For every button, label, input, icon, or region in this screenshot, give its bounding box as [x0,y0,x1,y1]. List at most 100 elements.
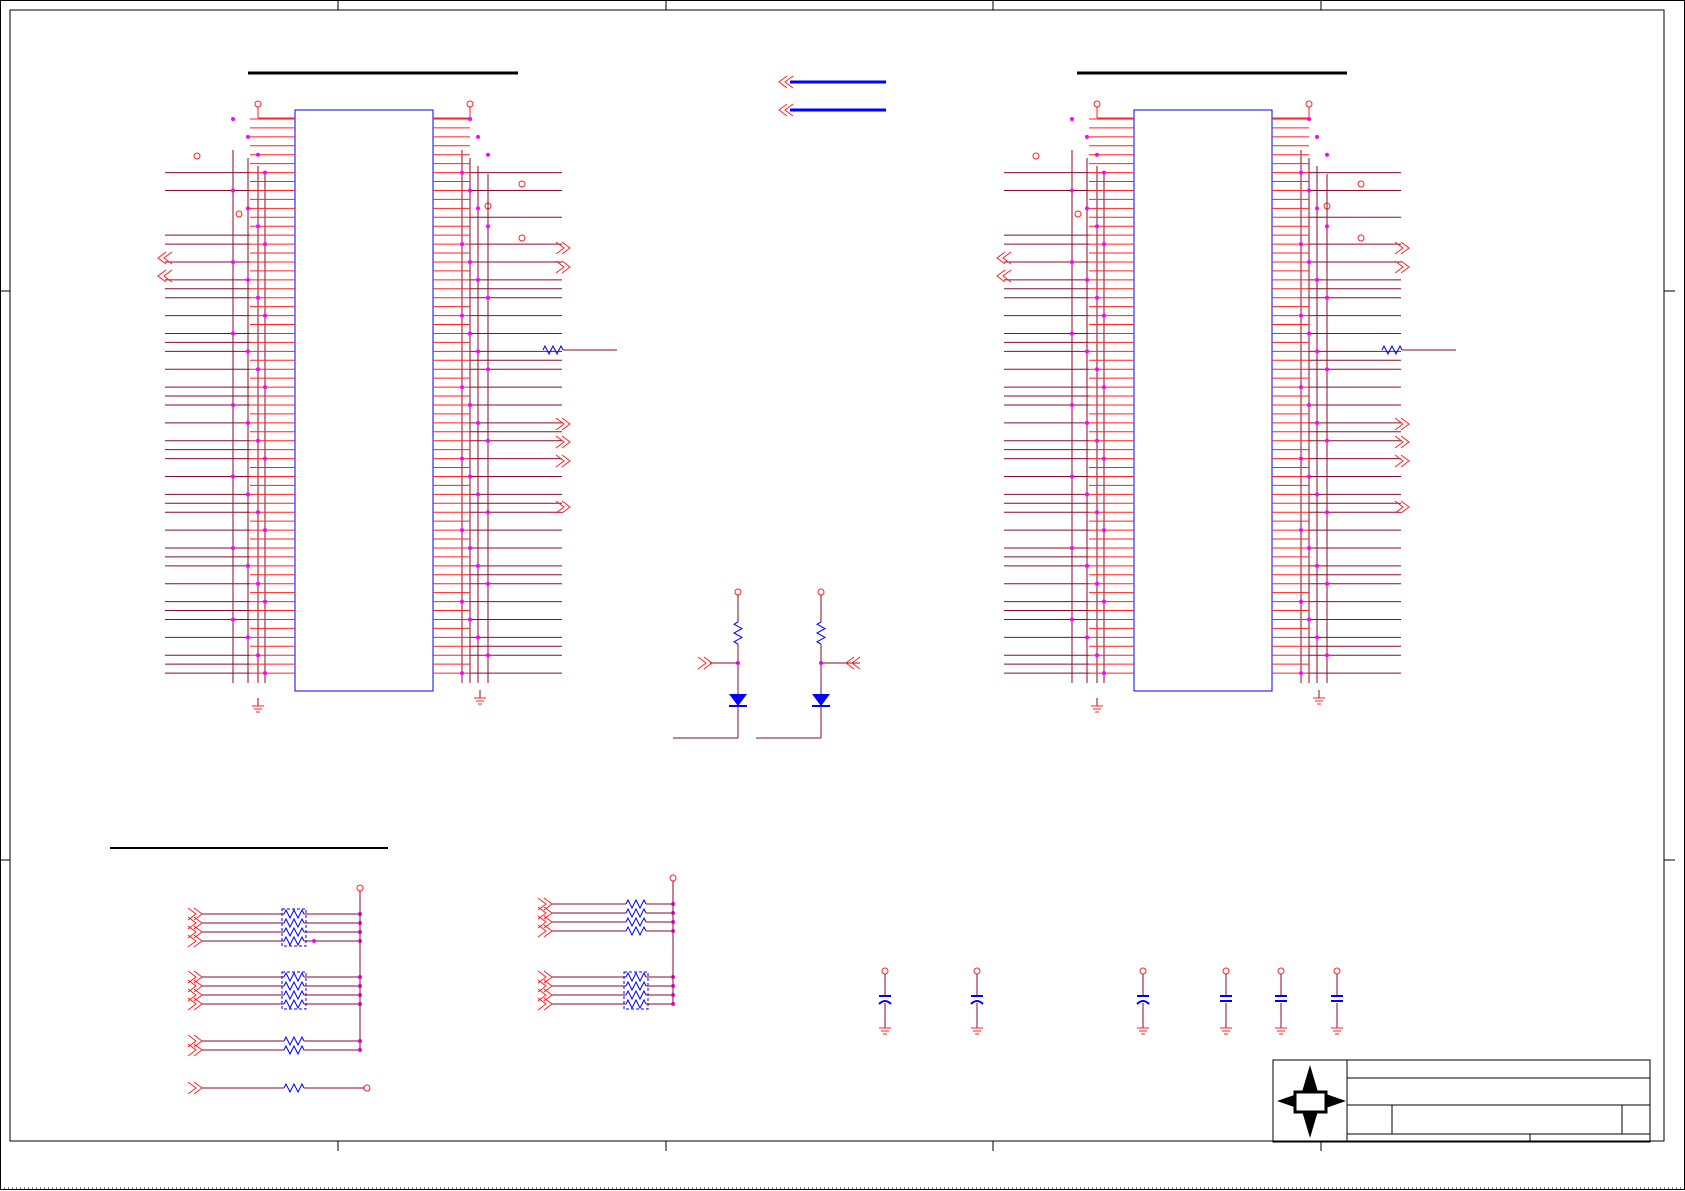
junction-dot [1085,420,1089,425]
resistor-icon [283,971,305,983]
junction-dot [1307,545,1311,550]
junction-dot [246,492,250,497]
junction-dot [1095,152,1099,157]
junction-dot [476,206,480,211]
capacitor-icon [1220,967,1232,1035]
junction-dot [263,456,267,461]
power-rail-icon [881,967,889,975]
power-rail-icon [1074,210,1082,218]
junction-dot [460,671,464,676]
junction-dot [486,152,490,157]
ground-icon [1275,1020,1287,1035]
junction-dot [476,420,480,425]
led-indicator [756,588,861,739]
capacitor-icon [970,967,984,1035]
resistor-icon [815,621,827,645]
resistor-icon [283,926,305,938]
junction-dot [460,242,464,247]
resistor-icon [1381,344,1403,356]
junction-dot [476,134,480,139]
resistor-icon [625,989,647,1001]
junction-dot [1325,152,1329,157]
junction-dot [486,295,490,300]
resistor-icon [283,1082,305,1094]
junction-dot [486,653,490,658]
junction-dot [1315,492,1319,497]
junction-dot [1095,653,1099,658]
capacitor-icon [878,967,892,1035]
power-rail-icon [1357,180,1365,188]
connector-left-arrow-icon [157,269,173,283]
frame-zone-ticks [0,0,1675,1151]
power-rail-icon [1139,967,1147,975]
junction-dot [476,635,480,640]
junction-dot [460,313,464,318]
connector-right-arrow-icon [555,260,571,274]
junction-dot [263,242,267,247]
led-icon [729,694,747,706]
junction-dot [1102,671,1106,676]
junction-dot [256,438,260,443]
ground-icon [1091,698,1103,713]
junction-dot [263,313,267,318]
junction-dot [1325,653,1329,658]
resistor-icon [283,1044,305,1056]
power-rail-icon [466,100,474,108]
junction-dot [1325,295,1329,300]
junction-dot [1102,313,1106,318]
power-rail-icon [817,588,825,596]
resistor-icon [625,980,647,992]
junction-dot [1095,581,1099,586]
junction-dot [256,653,260,658]
connector-right-arrow-icon [555,241,571,255]
junction-dot [468,331,472,336]
connector-left-arrow-icon [845,656,861,670]
power-rail-icon [1305,100,1313,108]
junction-dot [1095,510,1099,515]
junction-dot [468,474,472,479]
resistor-icon [283,935,305,947]
resistor-bank-d [537,897,675,938]
junction-dot [1085,277,1089,282]
junction-dot [263,385,267,390]
junction-dot [1315,134,1319,139]
junction-dot [476,349,480,354]
junction-dot [460,599,464,604]
connector-right-arrow-icon [1394,500,1410,514]
junction-dot [256,224,260,229]
junction-dot [231,188,235,193]
junction-dot [231,617,235,622]
junction-dot [460,456,464,461]
junction-dot [1299,671,1303,676]
decoupling-capacitors [878,967,1343,1035]
resistor-banks [187,874,677,1095]
junction-dot [263,671,267,676]
junction-dot [1070,259,1074,264]
resistor-icon [283,1035,305,1047]
junction-dot [1307,617,1311,622]
resistor-icon [625,898,647,910]
junction-dot [256,581,260,586]
resistor-icon [283,908,305,920]
ground-icon [879,1020,891,1035]
junction-dot [1325,581,1329,586]
junction-dot [256,510,260,515]
ground-icon [1331,1020,1343,1035]
power-rail-icon [1277,967,1285,975]
junction-dot [1307,402,1311,407]
connector-right-arrow-icon [555,500,571,514]
ic-body [1133,109,1273,692]
junction-dot [1315,420,1319,425]
connector-left-arrow-icon [996,269,1012,283]
connector-right-arrow-icon [555,435,571,449]
power-rail-icon [518,180,526,188]
junction-dot [460,385,464,390]
junction-dot [1095,438,1099,443]
resistor-bank-e [537,970,675,1011]
junction-dot [1102,528,1106,533]
junction-dot [1307,117,1311,121]
led-indicator-pair [673,588,861,739]
resistor-network-outline [281,971,307,1010]
resistor-icon [283,917,305,929]
junction-dot [1299,313,1303,318]
